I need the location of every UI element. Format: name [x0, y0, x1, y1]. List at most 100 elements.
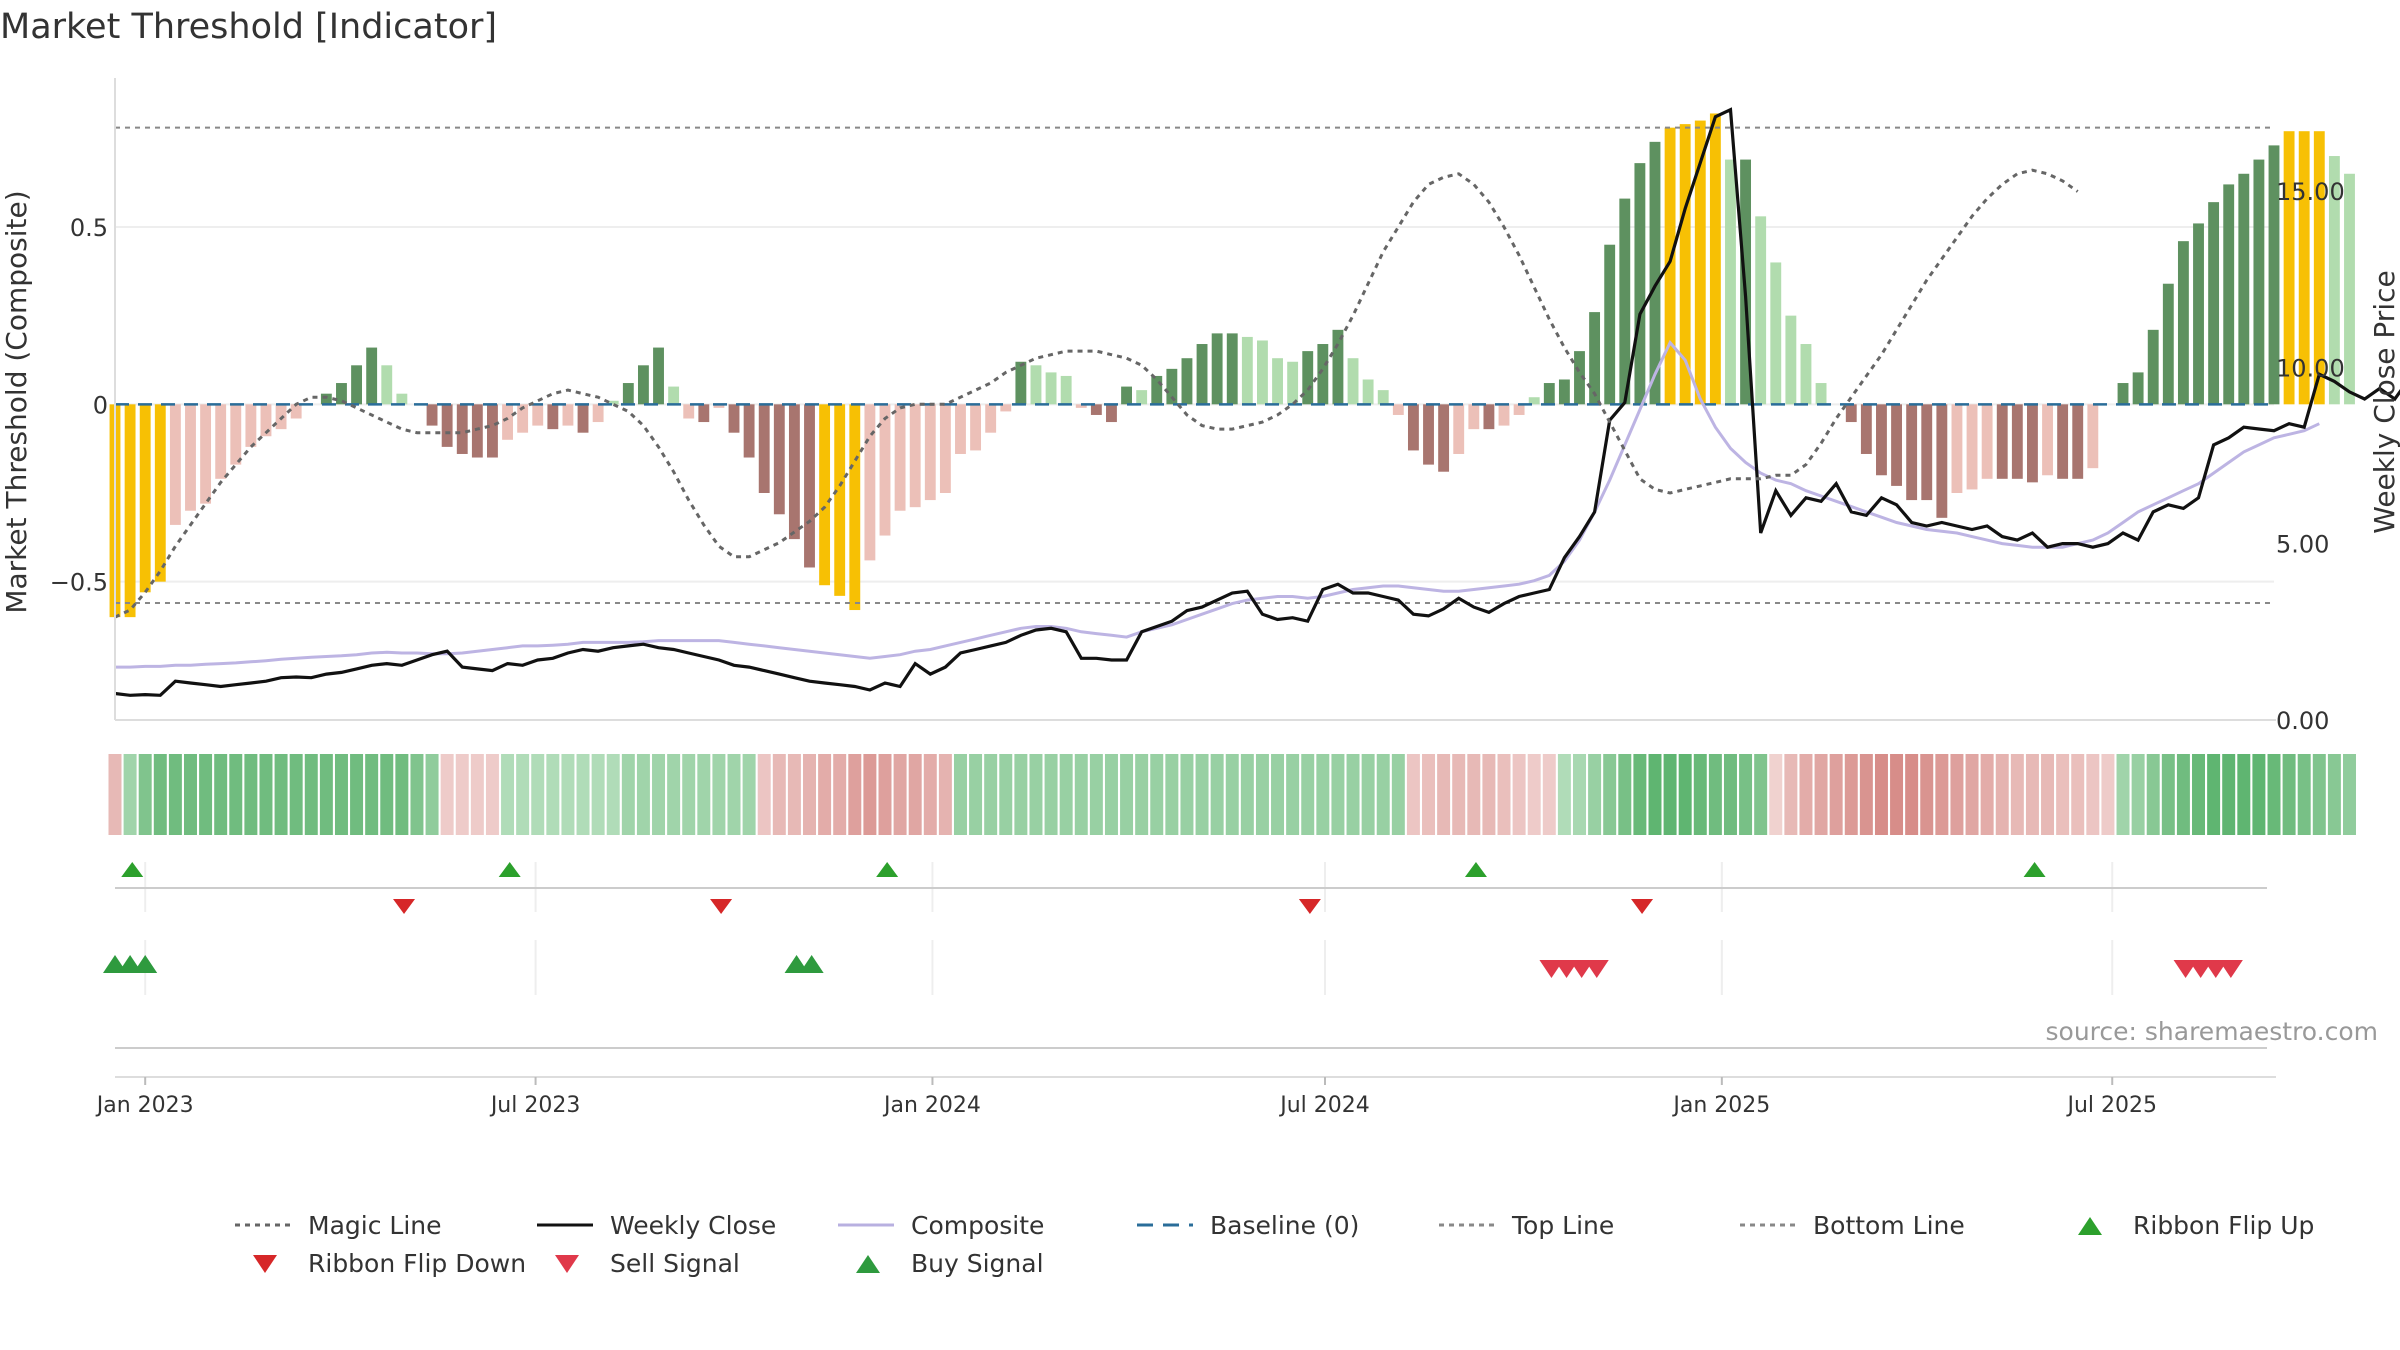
threshold-bar — [154, 404, 166, 582]
threshold-bar — [1468, 404, 1480, 430]
threshold-bar — [1770, 262, 1782, 405]
threshold-bar — [1528, 397, 1540, 405]
threshold-bar — [1679, 124, 1691, 405]
ribbon-cell — [1467, 754, 1481, 835]
legend-label: Sell Signal — [610, 1249, 740, 1278]
legend-label: Top Line — [1511, 1211, 1614, 1240]
ribbon-cell — [1995, 754, 2009, 835]
ribbon-cell — [2086, 754, 2100, 835]
legend-item: Ribbon Flip Down — [253, 1249, 526, 1278]
ribbon-cell — [1165, 754, 1179, 835]
threshold-bar — [1121, 386, 1132, 405]
legend-swatch-triangle-up — [856, 1255, 880, 1273]
threshold-bar — [2253, 159, 2265, 405]
threshold-bar — [1589, 312, 1601, 405]
ribbon-cell — [2010, 754, 2024, 835]
sell-signal-marker — [1539, 960, 1564, 978]
ribbon-cell — [516, 754, 530, 835]
threshold-bar — [2087, 404, 2099, 469]
threshold-bar — [1030, 365, 1042, 405]
threshold-bar — [502, 404, 513, 440]
y-right-tick-label: 15.00 — [2276, 178, 2345, 206]
ribbon-cell — [1965, 754, 1979, 835]
legend-item: Magic Line — [235, 1211, 442, 1240]
x-tick-label: Jul 2023 — [489, 1093, 581, 1118]
ribbon-cell — [1859, 754, 1873, 835]
threshold-bar — [562, 404, 574, 426]
ribbon-cell — [1255, 754, 1269, 835]
threshold-bar — [260, 404, 272, 437]
legend-label: Ribbon Flip Down — [308, 1249, 526, 1278]
ribbon-cell — [1452, 754, 1466, 835]
threshold-bar — [758, 404, 770, 493]
threshold-bar — [2238, 173, 2250, 405]
sell-signal-marker — [2173, 960, 2198, 978]
legend-swatch-triangle-down — [555, 1255, 579, 1273]
ribbon-cell — [1693, 754, 1707, 835]
threshold-bar — [351, 365, 363, 405]
ribbon-flip-up-marker — [876, 862, 899, 877]
legend-item: Weekly Close — [537, 1211, 776, 1240]
chart-title: Market Threshold [Indicator] — [0, 7, 497, 47]
ribbon-cell — [1089, 754, 1103, 835]
ribbon-cell — [1029, 754, 1043, 835]
signal-rows — [103, 862, 2267, 1049]
threshold-bar — [1317, 344, 1329, 405]
threshold-bar — [426, 404, 438, 426]
ribbon-cell — [576, 754, 590, 835]
ribbon-cell — [1678, 754, 1692, 835]
threshold-bar — [1860, 404, 1872, 454]
ribbon-cell — [108, 754, 122, 835]
threshold-bar — [1347, 358, 1359, 405]
threshold-bar — [1709, 113, 1721, 405]
y-left-tick-label: 0.5 — [70, 214, 108, 242]
ribbon-cell — [1180, 754, 1194, 835]
ribbon-flip-down-marker — [1298, 899, 1321, 914]
ribbon-cell — [803, 754, 816, 835]
ribbon-cell — [546, 754, 560, 835]
ribbon-cell — [1527, 754, 1541, 835]
threshold-bar — [683, 404, 695, 419]
threshold-bar — [2057, 404, 2069, 479]
threshold-bar — [441, 404, 453, 447]
ribbon-flip-up-marker — [2023, 862, 2046, 877]
legend-swatch-triangle-up — [2078, 1217, 2102, 1235]
ribbon-cell — [863, 754, 877, 835]
threshold-bar — [1634, 163, 1646, 405]
ribbon-cell — [1769, 754, 1783, 835]
ribbon-cell — [2131, 754, 2145, 835]
ribbon-cell — [244, 754, 258, 835]
x-tick-label: Jul 2025 — [2065, 1093, 2157, 1118]
ribbon-cell — [1391, 754, 1405, 835]
threshold-bar — [2147, 329, 2159, 405]
threshold-bar — [1649, 141, 1661, 405]
ribbon-cell — [621, 754, 635, 835]
threshold-bar — [1876, 404, 1887, 476]
ribbon-cell — [2176, 754, 2190, 835]
ribbon-cell — [1950, 754, 1964, 835]
series-lines — [114, 107, 2400, 697]
threshold-bar — [1845, 404, 1857, 423]
ribbon-cell — [485, 754, 499, 835]
legend-item: Top Line — [1439, 1211, 1614, 1240]
ribbon-cell — [470, 754, 484, 835]
threshold-bar — [1423, 404, 1434, 465]
threshold-bar — [396, 393, 408, 405]
threshold-bar — [2193, 223, 2204, 405]
ribbon-cell — [591, 754, 605, 835]
threshold-bar — [1906, 404, 1918, 501]
ribbon-cell — [969, 754, 983, 835]
threshold-bar — [879, 404, 891, 536]
ribbon-cell — [138, 754, 152, 835]
threshold-bar — [336, 383, 347, 405]
ribbon-cell — [1557, 754, 1571, 835]
ribbon-cell — [1437, 754, 1451, 835]
threshold-bar — [1000, 404, 1012, 412]
ribbon-cell — [893, 754, 907, 835]
threshold-bar — [849, 404, 861, 611]
threshold-bar — [1392, 404, 1404, 415]
threshold-bar — [804, 404, 815, 568]
ribbon-cell — [1482, 754, 1496, 835]
legend-item: Composite — [838, 1211, 1044, 1240]
threshold-bar — [1151, 375, 1163, 405]
